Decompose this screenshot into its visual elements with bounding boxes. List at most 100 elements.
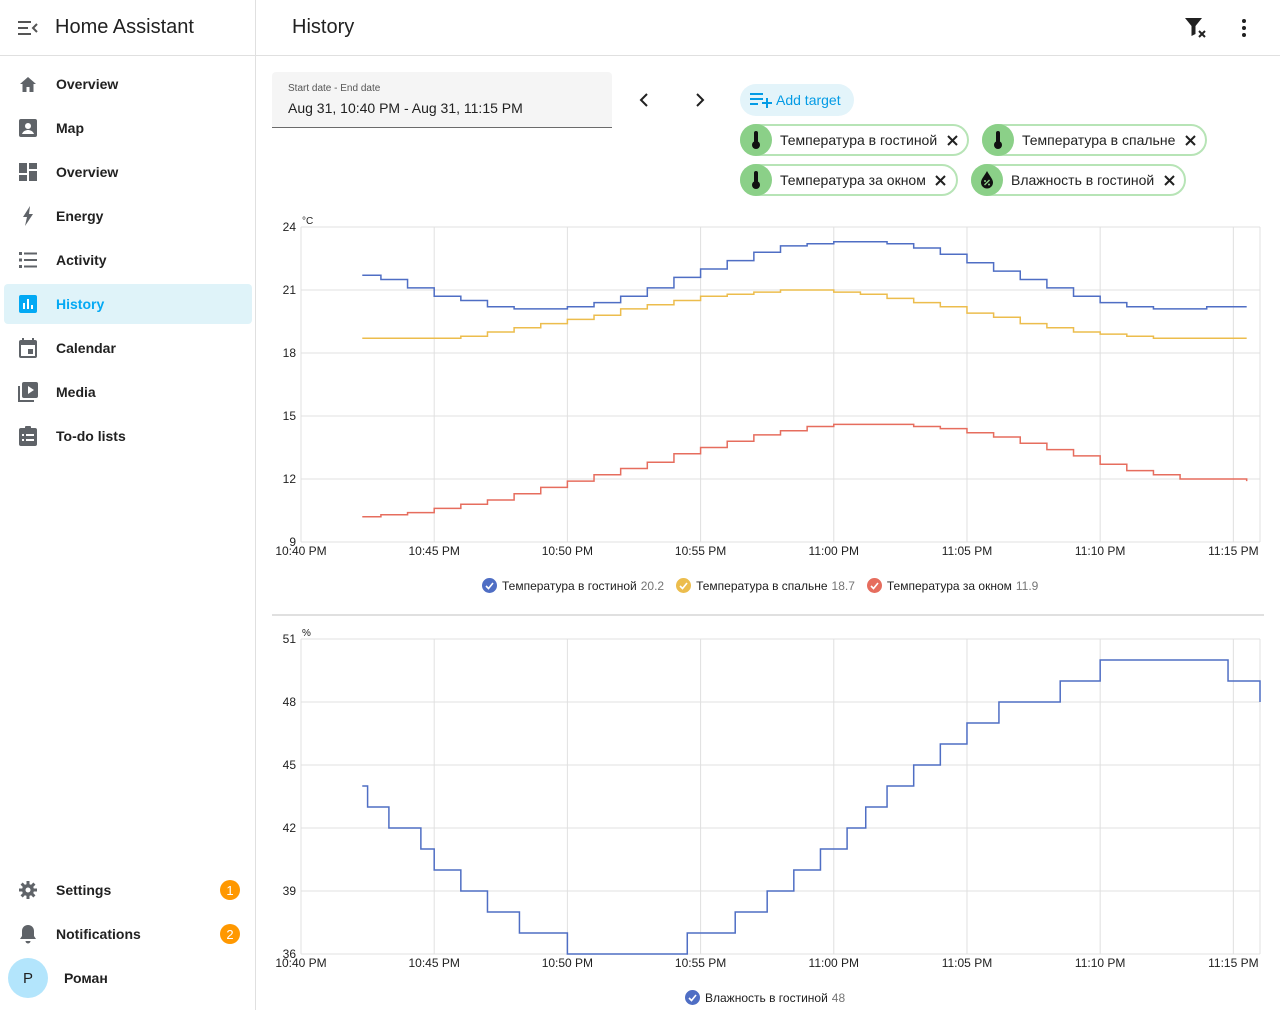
- target-chip: Температура в гостиной: [740, 124, 970, 156]
- sidebar-item-label: Calendar: [56, 340, 116, 356]
- sidebar-item-label: Overview: [56, 164, 119, 180]
- y-tick-label: 15: [283, 409, 297, 423]
- y-tick-label: 45: [283, 758, 297, 772]
- close-icon: [1164, 174, 1175, 186]
- sidebar-item-label: Overview: [56, 76, 119, 92]
- series-line-1: [362, 289, 1247, 340]
- checkbox-icon: [866, 578, 882, 593]
- thermometer-icon: [740, 164, 772, 196]
- close-icon: [935, 174, 947, 186]
- home-icon: [16, 72, 40, 96]
- legend-item[interactable]: Влажность в гостиной 48: [685, 990, 845, 1005]
- sidebar-item-notifications[interactable]: Notifications 2: [4, 914, 252, 954]
- chevron-left-icon: [639, 93, 648, 107]
- y-tick-label: 21: [283, 283, 297, 297]
- list-icon: [16, 248, 40, 272]
- chart-divider: [272, 614, 1264, 616]
- legend-series-name: Температура за окном: [886, 578, 1012, 593]
- y-tick-label: 51: [283, 632, 297, 646]
- x-tick-label: 10:55 PM: [675, 544, 726, 558]
- playlist-plus-icon: [750, 93, 772, 108]
- add-target-label: Add target: [776, 92, 841, 108]
- legend-series-name: Влажность в гостиной: [705, 990, 828, 1005]
- sidebar-item-label: Settings: [56, 882, 112, 898]
- series-line-0: [362, 240, 1247, 310]
- x-tick-label: 11:00 PM: [809, 956, 859, 970]
- remove-target-button[interactable]: [932, 171, 950, 189]
- y-tick-label: 42: [283, 821, 297, 835]
- settings-badge: 1: [220, 880, 240, 900]
- sidebar-item-history[interactable]: History: [4, 284, 252, 324]
- sidebar-item-label: History: [56, 296, 105, 312]
- remove-target-button[interactable]: [1181, 131, 1199, 149]
- target-chip: Температура за окном: [740, 164, 958, 196]
- sidebar-item-profile[interactable]: P Роман: [4, 958, 252, 998]
- date-range-picker[interactable]: Start date - End date Aug 31, 10:40 PM -…: [272, 72, 612, 128]
- target-chip-label: Температура за окном: [780, 172, 926, 188]
- humidity-chart: 36 39 42 45 48 51 10:40 PM 10:45 PM 10:50 PM 10:5…: [272, 622, 1272, 977]
- next-range-button[interactable]: [686, 86, 714, 114]
- legend-current-value: 18.7: [831, 578, 855, 593]
- filter-remove-icon: [1185, 18, 1206, 38]
- map-account-icon: [16, 116, 40, 140]
- x-tick-label: 11:15 PM: [1208, 544, 1258, 558]
- previous-range-button[interactable]: [630, 86, 658, 114]
- sidebar-item-overview[interactable]: Overview: [4, 64, 252, 104]
- remove-target-button[interactable]: [943, 131, 961, 149]
- x-tick-label: 10:40 PM: [275, 544, 326, 558]
- sidebar-item-label: Media: [56, 384, 96, 400]
- date-range-caption: Start date - End date: [288, 83, 381, 94]
- notifications-badge: 2: [220, 924, 240, 944]
- avatar: P: [8, 958, 48, 998]
- legend-current-value: 11.9: [1015, 578, 1039, 593]
- sidebar-item-label: Map: [56, 120, 84, 136]
- temperature-chart: 9 12 15 18 21 24 10:40 PM 10:45 PM 10:50 PM 10:55…: [272, 210, 1272, 565]
- sidebar-item-dashboard[interactable]: Overview: [4, 152, 252, 192]
- date-range-value: Aug 31, 10:40 PM - Aug 31, 11:15 PM: [288, 100, 523, 116]
- dashboard-icon: [16, 160, 40, 184]
- series-line-0: [362, 659, 1261, 955]
- gear-icon: [16, 878, 40, 902]
- x-tick-label: 11:15 PM: [1208, 956, 1258, 970]
- sidebar: Home Assistant Overview Map Overview Ene…: [0, 0, 256, 1010]
- x-tick-label: 11:10 PM: [1075, 956, 1125, 970]
- more-options-button[interactable]: [1228, 12, 1260, 44]
- x-tick-label: 10:50 PM: [542, 956, 593, 970]
- app-title: Home Assistant: [55, 16, 194, 38]
- play-box-icon: [16, 380, 40, 404]
- thermometer-icon: [982, 124, 1014, 156]
- target-chip-label: Температура в спальне: [1022, 132, 1176, 148]
- legend-item[interactable]: Температура в спальне 18.7: [676, 578, 855, 593]
- sidebar-item-energy[interactable]: Energy: [4, 196, 252, 236]
- sidebar-item-map[interactable]: Map: [4, 108, 252, 148]
- sidebar-item-settings[interactable]: Settings 1: [4, 870, 252, 910]
- sidebar-item-label: Energy: [56, 208, 104, 224]
- sidebar-item-todo[interactable]: To-do lists: [4, 416, 252, 456]
- checkbox-icon: [685, 990, 700, 1005]
- x-tick-label: 10:55 PM: [675, 956, 726, 970]
- clear-filter-button[interactable]: [1180, 12, 1212, 44]
- x-tick-label: 11:10 PM: [1075, 544, 1125, 558]
- x-tick-label: 11:05 PM: [942, 956, 992, 970]
- x-tick-label: 10:40 PM: [275, 956, 326, 970]
- x-tick-label: 11:00 PM: [809, 544, 859, 558]
- user-name: Роман: [64, 970, 108, 986]
- series-line-2: [362, 423, 1248, 518]
- clipboard-list-icon: [16, 424, 40, 448]
- sidebar-item-calendar[interactable]: Calendar: [4, 328, 252, 368]
- bell-icon: [16, 922, 40, 946]
- x-tick-label: 10:45 PM: [409, 956, 460, 970]
- add-target-button[interactable]: Add target: [740, 84, 854, 116]
- remove-target-button[interactable]: [1160, 171, 1178, 189]
- sidebar-item-label: To-do lists: [56, 428, 126, 444]
- legend-item[interactable]: Температура за окном 11.9: [866, 578, 1039, 593]
- sidebar-item-label: Activity: [56, 252, 107, 268]
- checkbox-icon: [676, 578, 692, 593]
- sidebar-item-media[interactable]: Media: [4, 372, 252, 412]
- close-icon: [946, 134, 958, 146]
- sidebar-item-activity[interactable]: Activity: [4, 240, 252, 280]
- y-tick-label: 36: [283, 947, 297, 961]
- legend-item[interactable]: Температура в гостиной 20.2: [482, 578, 664, 593]
- menu-toggle-button[interactable]: [0, 0, 56, 56]
- y-tick-label: 18: [283, 346, 297, 360]
